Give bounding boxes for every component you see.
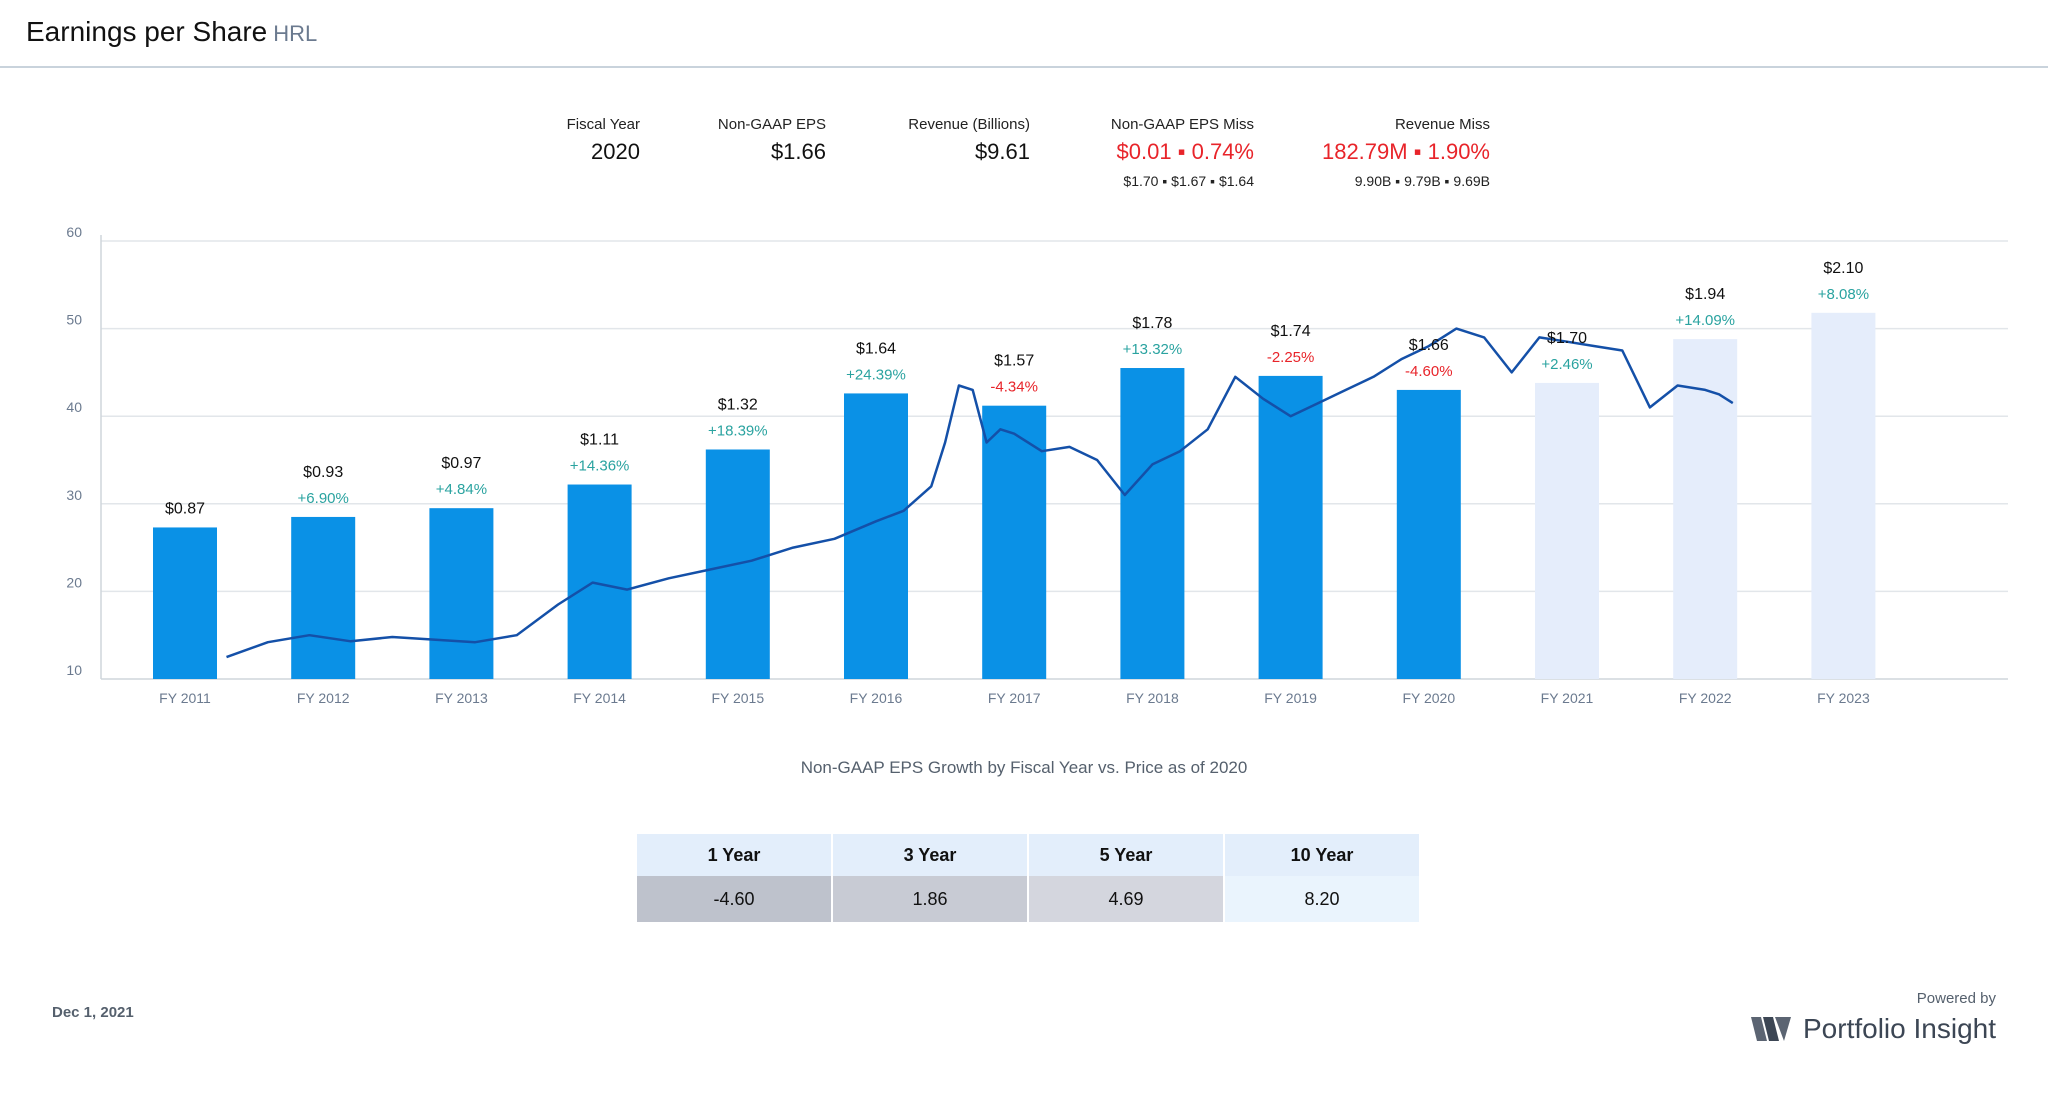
eps-bar xyxy=(844,393,908,679)
stat-label: Non-GAAP EPS xyxy=(717,116,826,133)
stat-label: Revenue Miss xyxy=(1394,116,1490,133)
eps-chart: 10 20 30 40 50 60 $0.87 FY 2011 $0.93 +6.90% FY 20… xyxy=(66,224,2008,706)
x-tick-label: FY 2013 xyxy=(435,690,488,706)
stat-value: $0.01 ▪ 0.74% xyxy=(1116,139,1254,164)
eps-bar xyxy=(1120,368,1185,679)
eps-label: $2.10 xyxy=(1823,260,1863,277)
growth-header-5y: 5 Year xyxy=(1028,834,1225,876)
stat-value: 2020 xyxy=(591,139,640,164)
y-tick-label: 60 xyxy=(66,224,82,240)
x-tick-label: FY 2021 xyxy=(1541,690,1594,706)
x-tick-label: FY 2019 xyxy=(1264,690,1317,706)
stat-eps-miss: Non-GAAP EPS Miss $0.01 ▪ 0.74% $1.70 ▪ … xyxy=(1080,116,1254,189)
powered-by: Powered by Portfolio Insight xyxy=(1751,990,1996,1045)
x-tick-label: FY 2015 xyxy=(711,690,764,706)
x-tick-label: FY 2014 xyxy=(573,690,626,706)
x-tick-label: FY 2017 xyxy=(988,690,1041,706)
growth-header-1y: 1 Year xyxy=(637,834,833,876)
eps-label: $1.70 xyxy=(1547,330,1587,347)
eps-label: $1.66 xyxy=(1409,337,1449,354)
x-tick-label: FY 2020 xyxy=(1402,690,1455,706)
eps-label: $0.93 xyxy=(303,464,343,481)
growth-value-10y: 8.20 xyxy=(1224,876,1421,922)
stat-label: Fiscal Year xyxy=(566,116,640,133)
growth-label: +14.09% xyxy=(1675,312,1735,329)
eps-label: $1.78 xyxy=(1132,315,1172,332)
y-tick-label: 20 xyxy=(66,574,82,590)
stat-label: Non-GAAP EPS Miss xyxy=(1110,116,1254,133)
x-tick-label: FY 2018 xyxy=(1126,690,1179,706)
y-tick-label: 50 xyxy=(66,312,82,328)
eps-label: $1.74 xyxy=(1271,323,1311,340)
portfolio-insight-logo-icon xyxy=(1751,1017,1791,1041)
eps-bar xyxy=(291,516,356,679)
eps-label: $0.97 xyxy=(441,455,481,472)
growth-label: +24.39% xyxy=(846,366,906,383)
y-tick-label: 10 xyxy=(66,662,82,678)
growth-header-3y: 3 Year xyxy=(832,834,1029,876)
eps-bar xyxy=(1258,375,1323,679)
growth-table-row: -4.60 1.86 4.69 8.20 xyxy=(637,876,1421,922)
growth-label: +13.32% xyxy=(1123,341,1183,358)
growth-value-3y: 1.86 xyxy=(832,876,1029,922)
header: Earnings per Share HRL xyxy=(0,0,2048,68)
growth-label: -2.25% xyxy=(1267,349,1315,366)
page-title: Earnings per Share HRL xyxy=(26,16,317,48)
stat-revenue-miss: Revenue Miss 182.79M ▪ 1.90% 9.90B ▪ 9.7… xyxy=(1300,116,1490,189)
growth-value-1y: -4.60 xyxy=(637,876,833,922)
eps-bar xyxy=(982,405,1047,679)
y-tick-label: 40 xyxy=(66,399,82,415)
growth-label: -4.60% xyxy=(1405,363,1453,380)
eps-label: $1.94 xyxy=(1685,286,1725,303)
x-tick-label: FY 2012 xyxy=(297,690,350,706)
stat-value: $1.66 xyxy=(770,139,826,164)
growth-label: +4.84% xyxy=(436,481,487,498)
growth-label: +2.46% xyxy=(1541,356,1592,373)
eps-bar xyxy=(153,527,217,679)
eps-label: $1.32 xyxy=(718,396,758,413)
brand-name: Portfolio Insight xyxy=(1803,1013,1996,1044)
y-tick-label: 30 xyxy=(66,487,82,503)
chart-caption: Non-GAAP EPS Growth by Fiscal Year vs. P… xyxy=(800,758,1248,777)
brand[interactable]: Portfolio Insight xyxy=(1751,1013,1996,1045)
growth-table-header: 1 Year 3 Year 5 Year 10 Year xyxy=(637,834,1421,876)
growth-header-10y: 10 Year xyxy=(1224,834,1421,876)
stat-value: 182.79M ▪ 1.90% xyxy=(1321,139,1490,164)
eps-label: $1.57 xyxy=(994,353,1034,370)
eps-label: $0.87 xyxy=(165,500,205,517)
eps-bar xyxy=(567,484,632,679)
report-date: Dec 1, 2021 xyxy=(52,1004,134,1021)
growth-value-5y: 4.69 xyxy=(1028,876,1225,922)
stat-value: $9.61 xyxy=(974,139,1030,164)
growth-label: +8.08% xyxy=(1818,286,1869,303)
eps-label: $1.11 xyxy=(580,432,619,449)
ticker-symbol: HRL xyxy=(273,21,318,46)
growth-label: -4.34% xyxy=(990,379,1038,396)
stat-fiscal-year: Fiscal Year 2020 xyxy=(540,116,640,165)
eps-bar xyxy=(1673,339,1738,679)
x-tick-label: FY 2023 xyxy=(1817,690,1870,706)
eps-bar xyxy=(429,508,494,679)
stat-eps: Non-GAAP EPS $1.66 xyxy=(690,116,826,165)
price-line xyxy=(226,327,1734,659)
x-tick-label: FY 2022 xyxy=(1679,690,1732,706)
x-tick-label: FY 2011 xyxy=(159,690,211,706)
growth-label: +6.90% xyxy=(298,490,349,507)
growth-label: +18.39% xyxy=(708,422,768,439)
eps-label: $1.64 xyxy=(856,340,896,357)
eps-bar xyxy=(1396,389,1461,679)
stat-estimates: 9.90B ▪ 9.79B ▪ 9.69B xyxy=(1354,173,1490,189)
eps-bar xyxy=(1535,382,1599,679)
x-tick-label: FY 2016 xyxy=(850,690,903,706)
stat-estimates: $1.70 ▪ $1.67 ▪ $1.64 xyxy=(1123,173,1254,189)
stat-revenue: Revenue (Billions) $9.61 xyxy=(870,116,1030,165)
growth-label: +14.36% xyxy=(570,458,630,475)
title-text: Earnings per Share xyxy=(26,16,268,47)
stat-label: Revenue (Billions) xyxy=(908,116,1030,133)
growth-table: 1 Year 3 Year 5 Year 10 Year -4.60 1.86 … xyxy=(637,834,1421,922)
powered-by-label: Powered by xyxy=(1916,990,1996,1007)
eps-bar xyxy=(1811,312,1876,679)
